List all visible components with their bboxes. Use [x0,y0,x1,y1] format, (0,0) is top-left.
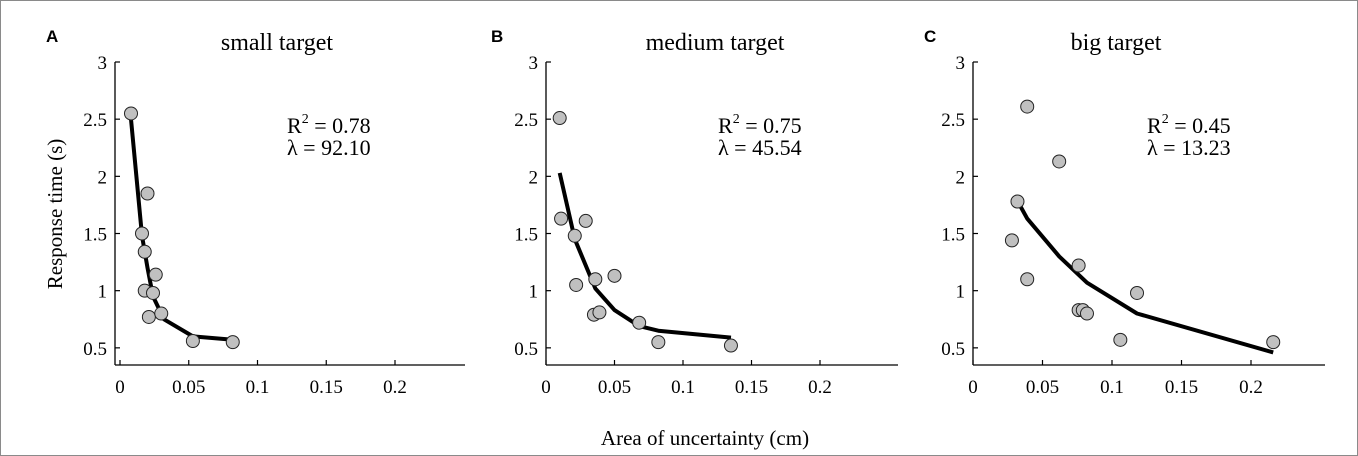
panel-a: A small target 0.5 1 1.5 2 2.5 3 0 0.05 0.1 0.15… [46,27,465,398]
r-squared-stat: R2 = 0.75 [718,112,802,138]
x-tick-labels: 0 0.05 0.1 0.15 0.2 [968,360,1263,398]
data-point [578,213,593,228]
x-tick-label: 0.2 [808,377,832,398]
data-point [141,309,156,324]
data-point [1020,99,1035,114]
y-tick-label: 2.5 [514,110,538,131]
data-point [1010,194,1025,209]
y-tick-labels: 0.5 1 1.5 2 2.5 3 [83,53,120,360]
data-point [135,226,149,241]
data-point [588,272,603,287]
x-tick-label: 0.1 [671,377,695,398]
data-point [567,228,582,243]
x-tick-label: 0.1 [1100,377,1124,398]
axis-lines [972,62,1325,366]
r-squared-stat: R2 = 0.78 [287,112,371,138]
x-tick-label: 0 [115,377,125,398]
x-tick-label: 0.05 [1026,377,1059,398]
lambda-stat: λ = 45.54 [718,135,802,160]
lambda-stat: λ = 92.10 [287,135,371,160]
x-tick-label: 0.2 [383,377,407,398]
x-tick-label: 0.1 [246,377,270,398]
y-tick-label: 1.5 [941,225,965,246]
data-point [723,338,738,353]
data-point [1113,332,1128,347]
panel-title: small target [221,30,334,56]
y-tick-label: 2.5 [83,110,107,131]
x-axis-label: Area of uncertainty (cm) [601,426,809,450]
panel-c: C big target 0.5 1 1.5 2 2.5 3 0 0.05 0.1 0.15 0.… [924,27,1325,398]
y-tick-label: 3 [98,53,108,74]
x-tick-label: 0.15 [1165,377,1198,398]
data-point [1020,272,1035,287]
x-tick-label: 0.15 [735,377,768,398]
r-squared-stat: R2 = 0.45 [1147,112,1231,138]
y-axis-label: Response time (s) [43,139,67,289]
y-tick-label: 0.5 [83,339,107,360]
data-point [632,315,647,330]
y-tick-label: 0.5 [514,339,538,360]
x-tick-label: 0.15 [310,377,343,398]
data-point [148,267,163,282]
data-point [185,333,200,348]
y-tick-labels: 0.5 1 1.5 2 2.5 3 [941,53,978,360]
panel-letter: C [924,27,936,46]
data-point [146,285,160,300]
data-points [1004,99,1281,350]
y-tick-label: 2 [529,167,539,188]
data-point [569,277,584,292]
data-point [1071,258,1086,273]
data-point [1266,335,1281,350]
data-point [607,268,622,283]
axis-lines [114,62,465,366]
panel-title: big target [1071,30,1162,56]
data-point [552,111,567,126]
panel-letter: A [46,27,58,46]
y-tick-label: 3 [529,53,539,74]
data-point [1079,306,1094,321]
data-point [140,186,155,201]
y-tick-label: 3 [956,53,966,74]
y-tick-label: 1 [956,282,966,303]
y-tick-label: 2.5 [941,110,965,131]
y-tick-label: 1.5 [514,225,538,246]
data-point [154,306,169,321]
data-point [1052,154,1067,169]
x-tick-label: 0 [968,377,978,398]
data-point [124,106,138,121]
y-tick-label: 0.5 [941,339,965,360]
y-tick-label: 2 [956,167,966,188]
x-tick-label: 0.05 [172,377,205,398]
data-point [1130,285,1145,300]
panel-b: B medium target 0.5 1 1.5 2 2.5 3 0 0.05 0.1 0.1… [491,27,898,398]
x-tick-label: 0.2 [1239,377,1263,398]
data-point [651,335,666,350]
x-tick-label: 0 [541,377,551,398]
data-point [554,211,569,226]
data-point [592,305,607,320]
x-tick-labels: 0 0.05 0.1 0.15 0.2 [541,360,832,398]
data-points [124,106,240,350]
data-point [225,335,240,350]
y-tick-labels: 0.5 1 1.5 2 2.5 3 [514,53,551,360]
x-tick-label: 0.05 [598,377,631,398]
y-tick-label: 1.5 [83,225,107,246]
y-tick-label: 2 [98,167,108,188]
panel-letter: B [491,27,503,46]
axis-lines [545,62,898,366]
data-point [1004,233,1019,248]
x-tick-labels: 0 0.05 0.1 0.15 0.2 [115,360,407,398]
y-tick-label: 1 [529,282,539,303]
data-point [137,244,152,259]
y-tick-label: 1 [98,282,108,303]
panel-title: medium target [646,30,785,56]
data-points [552,111,738,353]
lambda-stat: λ = 13.23 [1147,135,1231,160]
